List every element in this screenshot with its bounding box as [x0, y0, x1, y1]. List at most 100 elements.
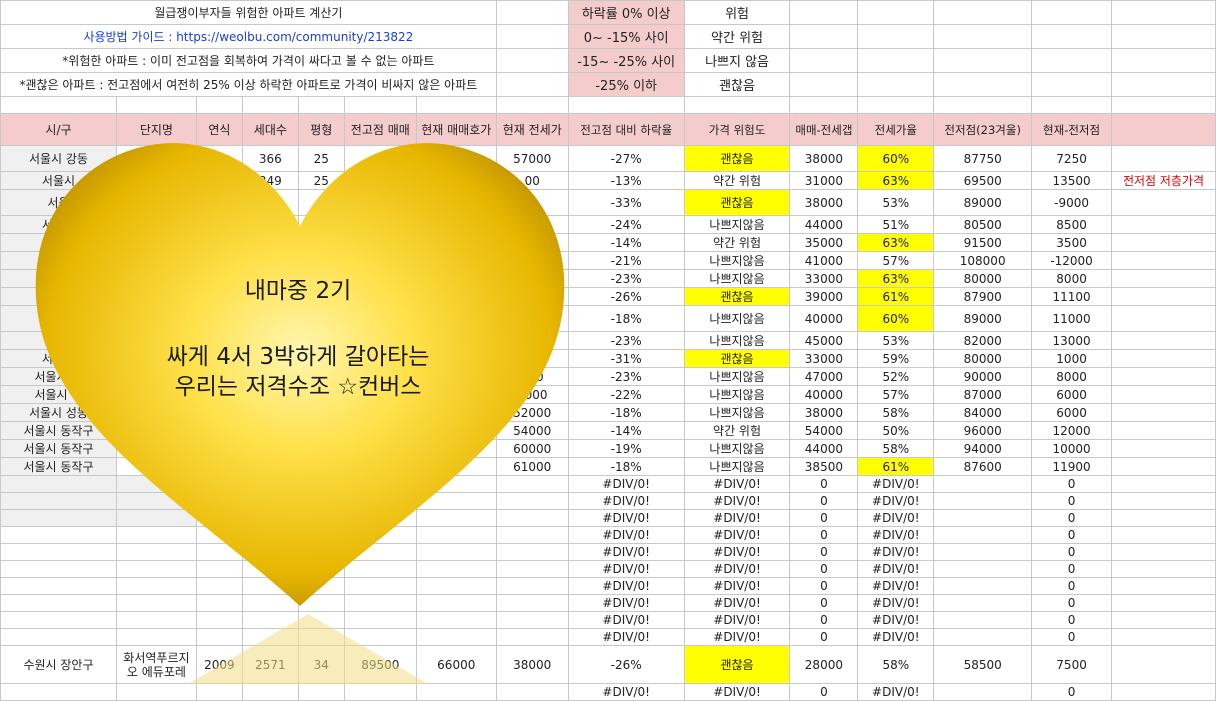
table-cell[interactable]: 39000	[789, 287, 859, 306]
table-cell[interactable]	[195, 611, 243, 629]
table-cell[interactable]	[195, 439, 243, 458]
table-cell[interactable]: -23%	[567, 331, 685, 350]
table-cell[interactable]: 349	[241, 171, 299, 190]
column-header[interactable]: 전고점 매매	[343, 113, 417, 146]
table-cell[interactable]	[241, 331, 299, 350]
table-cell[interactable]	[195, 421, 243, 440]
table-cell[interactable]: 서울시 성동	[0, 403, 117, 422]
table-cell[interactable]: 69500	[933, 171, 1033, 190]
table-cell[interactable]	[415, 403, 497, 422]
table-cell[interactable]: 87750	[933, 145, 1033, 172]
column-header[interactable]: 평형	[297, 113, 345, 146]
table-cell[interactable]: 25	[297, 145, 345, 172]
table-cell[interactable]	[241, 439, 299, 458]
table-cell[interactable]: 0	[1031, 683, 1113, 701]
table-cell[interactable]	[343, 215, 417, 234]
table-cell[interactable]: #DIV/0!	[857, 475, 935, 493]
table-cell[interactable]	[0, 526, 117, 544]
table-cell[interactable]	[415, 367, 497, 386]
table-cell[interactable]: 1000	[1031, 349, 1113, 368]
table-cell[interactable]	[495, 492, 569, 510]
table-cell[interactable]: #DIV/0!	[683, 611, 791, 629]
table-cell[interactable]	[115, 421, 197, 440]
table-cell[interactable]: 89000	[933, 189, 1033, 216]
table-cell[interactable]	[343, 287, 417, 306]
table-cell[interactable]: 31000	[789, 171, 859, 190]
table-cell[interactable]	[241, 349, 299, 368]
table-cell[interactable]	[115, 171, 197, 190]
table-cell[interactable]: 87000	[933, 385, 1033, 404]
table-cell[interactable]: 61%	[857, 457, 935, 476]
table-cell[interactable]	[241, 367, 299, 386]
table-cell[interactable]	[495, 287, 569, 306]
table-cell[interactable]	[415, 215, 497, 234]
table-cell[interactable]	[241, 594, 299, 612]
table-cell[interactable]	[0, 594, 117, 612]
table-cell[interactable]: 수원시 장안구	[0, 645, 117, 684]
table-cell[interactable]	[241, 475, 299, 493]
table-cell[interactable]: 57%	[857, 385, 935, 404]
table-cell[interactable]	[0, 543, 117, 561]
table-cell[interactable]	[297, 439, 345, 458]
table-cell[interactable]	[241, 421, 299, 440]
table-cell[interactable]: 108000	[933, 251, 1033, 270]
table-cell[interactable]: 34	[297, 645, 345, 684]
table-cell[interactable]	[241, 509, 299, 527]
table-cell[interactable]	[241, 457, 299, 476]
table-cell[interactable]	[415, 421, 497, 440]
table-cell[interactable]	[415, 526, 497, 544]
table-cell[interactable]: 12000	[1031, 421, 1113, 440]
table-cell[interactable]	[115, 475, 197, 493]
table-cell[interactable]: #DIV/0!	[567, 509, 685, 527]
table-cell[interactable]	[195, 577, 243, 595]
column-header[interactable]: 현재 매매호가	[415, 113, 497, 146]
table-cell[interactable]: 나쁘지않음	[683, 269, 791, 288]
table-cell[interactable]: 0	[789, 628, 859, 646]
table-cell[interactable]	[343, 233, 417, 252]
column-header[interactable]: 시/구	[0, 113, 117, 146]
table-cell[interactable]: 25	[297, 171, 345, 190]
table-cell[interactable]	[195, 233, 243, 252]
table-cell[interactable]	[415, 349, 497, 368]
table-cell[interactable]	[297, 543, 345, 561]
table-cell[interactable]	[0, 628, 117, 646]
table-cell[interactable]	[343, 385, 417, 404]
table-cell[interactable]	[297, 492, 345, 510]
table-cell[interactable]	[115, 577, 197, 595]
table-cell[interactable]: #DIV/0!	[683, 492, 791, 510]
table-cell[interactable]: -23%	[567, 269, 685, 288]
table-cell[interactable]: -13%	[567, 171, 685, 190]
table-cell[interactable]	[241, 560, 299, 578]
table-cell[interactable]	[415, 331, 497, 350]
table-cell[interactable]: -18%	[567, 305, 685, 332]
table-cell[interactable]: 3000	[495, 385, 569, 404]
table-cell[interactable]: -33%	[567, 189, 685, 216]
table-cell[interactable]	[0, 475, 117, 493]
table-cell[interactable]: #DIV/0!	[683, 594, 791, 612]
table-cell[interactable]: #DIV/0!	[857, 509, 935, 527]
table-cell[interactable]	[297, 305, 345, 332]
table-cell[interactable]: #DIV/0!	[567, 543, 685, 561]
table-cell[interactable]: -9000	[1031, 189, 1113, 216]
table-cell[interactable]: #DIV/0!	[567, 628, 685, 646]
table-cell[interactable]: 약간 위험	[683, 421, 791, 440]
table-cell[interactable]: 0	[789, 526, 859, 544]
table-cell[interactable]: #DIV/0!	[683, 683, 791, 701]
table-cell[interactable]	[0, 577, 117, 595]
table-cell[interactable]: 57%	[857, 251, 935, 270]
table-cell[interactable]: 2571	[241, 645, 299, 684]
table-cell[interactable]: #DIV/0!	[567, 526, 685, 544]
table-cell[interactable]	[297, 683, 345, 701]
table-cell[interactable]	[933, 594, 1033, 612]
table-cell[interactable]: 나쁘지않음	[683, 331, 791, 350]
table-cell[interactable]	[495, 594, 569, 612]
table-cell[interactable]	[343, 577, 417, 595]
table-cell[interactable]: 서울시 동작구	[0, 439, 117, 458]
table-cell[interactable]	[0, 611, 117, 629]
table-cell[interactable]: 0	[789, 560, 859, 578]
table-cell[interactable]: 94000	[933, 439, 1033, 458]
table-cell[interactable]: 63%	[857, 171, 935, 190]
table-cell[interactable]: -21%	[567, 251, 685, 270]
table-cell[interactable]	[415, 145, 497, 172]
table-cell[interactable]	[343, 683, 417, 701]
